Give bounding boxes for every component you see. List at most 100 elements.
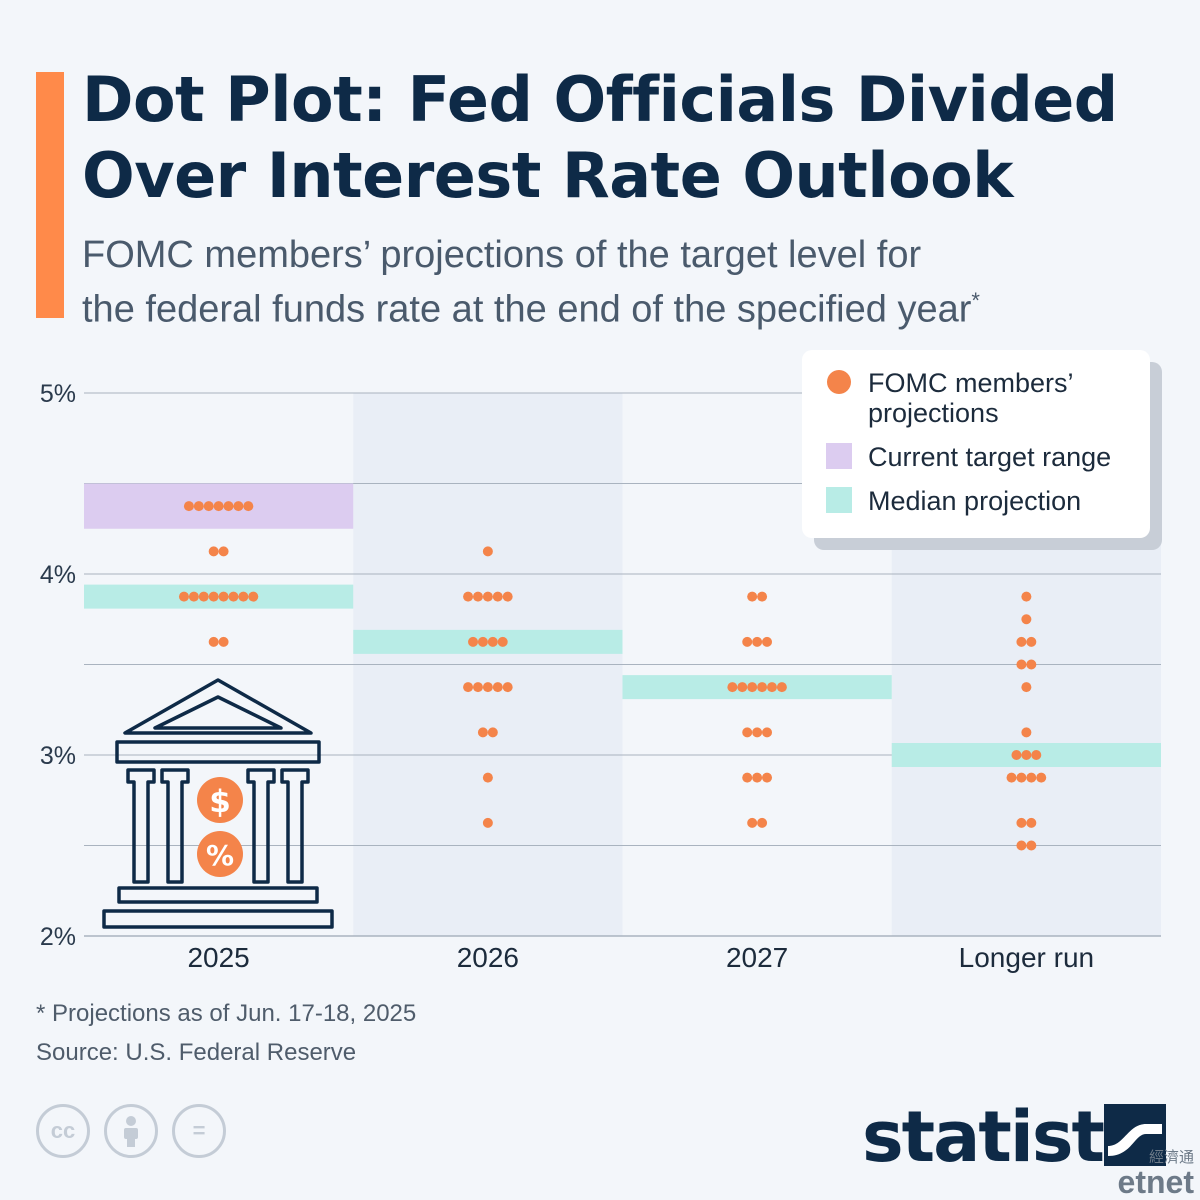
statista-logo-mark-icon [1104, 1104, 1166, 1166]
projection-dot [757, 817, 768, 828]
projection-dot [757, 591, 768, 602]
projection-dot [482, 772, 493, 783]
projection-dot [463, 591, 474, 602]
projection-dot [243, 501, 254, 512]
projection-dot [762, 727, 773, 738]
projection-dot [468, 636, 479, 647]
projection-dot [218, 591, 229, 602]
attribution-icon[interactable] [104, 1104, 158, 1158]
projection-dot [1016, 840, 1027, 851]
projection-dot [1016, 659, 1027, 670]
legend-dot-swatch [827, 370, 851, 394]
dot-plot-chart: 2% 3% 4% 5% 2025 2026 2027 Longer run $ % [40, 380, 1161, 973]
legend-item-projections: FOMC members’ projections [826, 368, 1074, 428]
legend-label-median: Median projection [868, 486, 1082, 516]
projection-dot [752, 727, 763, 738]
legend-item-median: Median projection [826, 486, 1081, 516]
projection-dot [1031, 750, 1042, 760]
x-tick-label: 2026 [457, 942, 519, 973]
projection-dot [757, 682, 768, 693]
projection-dot [1026, 840, 1037, 851]
projection-dot [492, 682, 503, 693]
x-tick-label: 2027 [726, 942, 788, 973]
projection-dot [463, 682, 474, 693]
legend-item-current-range: Current target range [826, 442, 1111, 472]
subtitle-line-1: FOMC members’ projections of the target … [82, 234, 922, 276]
chart-title: Dot Plot: Fed Officials Divided Over Int… [82, 62, 1182, 214]
projection-dot [477, 727, 488, 738]
projection-dot [752, 772, 763, 783]
projection-dot [1036, 772, 1047, 783]
projection-dot [1011, 750, 1022, 760]
projection-dot [497, 636, 508, 647]
projection-dot [472, 591, 483, 602]
bank-building-icon: $ % [102, 678, 334, 929]
projection-dot [752, 636, 763, 647]
y-tick-label: 3% [40, 742, 76, 770]
dollar-icon [197, 777, 243, 823]
percent-icon [197, 831, 243, 877]
projection-dot [482, 817, 493, 828]
projection-dot [1026, 659, 1037, 670]
projection-dot [492, 591, 503, 602]
projection-dot [1016, 817, 1027, 828]
legend-label-projections-line-2: projections [868, 398, 999, 428]
projection-dot [762, 636, 773, 647]
footnote: * Projections as of Jun. 17-18, 2025 [36, 1000, 417, 1027]
projection-dot [213, 501, 224, 512]
legend-median-swatch [826, 487, 852, 513]
legend-label-projections-line-1: FOMC members’ [868, 368, 1074, 398]
projection-dot [766, 682, 777, 693]
projection-dot [1016, 636, 1027, 647]
y-tick-label: 5% [40, 380, 76, 408]
y-tick-label: 2% [40, 923, 76, 951]
chart-subtitle: FOMC members’ projections of the target … [82, 232, 1182, 333]
projection-dot [1021, 591, 1032, 602]
watermark-chinese: 經濟通 [1148, 1149, 1194, 1166]
legend-label-projections: FOMC members’ projections [868, 368, 1074, 428]
source-note: Source: U.S. Federal Reserve [36, 1039, 357, 1066]
projection-dot [1021, 614, 1032, 625]
projection-dot [1021, 727, 1032, 738]
projection-dot [228, 591, 239, 602]
watermark-etnet: etnet [1117, 1164, 1194, 1200]
cc-icon[interactable]: cc [36, 1104, 90, 1158]
projection-dot [477, 636, 488, 647]
projection-dot [502, 682, 513, 693]
license-icons: cc = [36, 1104, 226, 1158]
projection-dot [178, 591, 189, 602]
projection-dot [1021, 682, 1032, 693]
projection-dot [233, 501, 244, 512]
title-line-1: Dot Plot: Fed Officials Divided [82, 63, 1118, 136]
projection-dot [218, 546, 229, 557]
projection-dot [737, 682, 748, 693]
projection-dot [1026, 817, 1037, 828]
statista-logo[interactable]: statista [862, 1096, 1150, 1178]
projection-dot [762, 772, 773, 783]
chart-legend: FOMC members’ projections Current target… [802, 350, 1150, 538]
etnet-watermark: 經濟通 etnet [1117, 1149, 1194, 1200]
projection-dot [776, 682, 787, 693]
projection-dot [482, 682, 493, 693]
projection-dot [1026, 636, 1037, 647]
projection-dot [238, 591, 249, 602]
projection-dot [203, 501, 214, 512]
dollar-symbol: $ [209, 784, 231, 820]
projection-dot [482, 546, 493, 557]
projection-dot [208, 636, 219, 647]
title-line-2: Over Interest Rate Outlook [82, 139, 1014, 212]
projection-dot [747, 817, 758, 828]
projection-dot [747, 682, 758, 693]
projection-dot [502, 591, 513, 602]
projection-dot [188, 591, 199, 602]
projection-dot [1016, 772, 1027, 783]
person-icon [124, 1116, 138, 1147]
no-derivatives-icon[interactable]: = [172, 1104, 226, 1158]
projection-dot [198, 591, 209, 602]
subtitle-line-2: the federal funds rate at the end of the… [82, 288, 972, 331]
projection-dot [223, 501, 234, 512]
projection-dot [1021, 750, 1032, 760]
projection-dot [742, 727, 753, 738]
projection-dot [727, 682, 738, 693]
y-tick-label: 4% [40, 561, 76, 589]
